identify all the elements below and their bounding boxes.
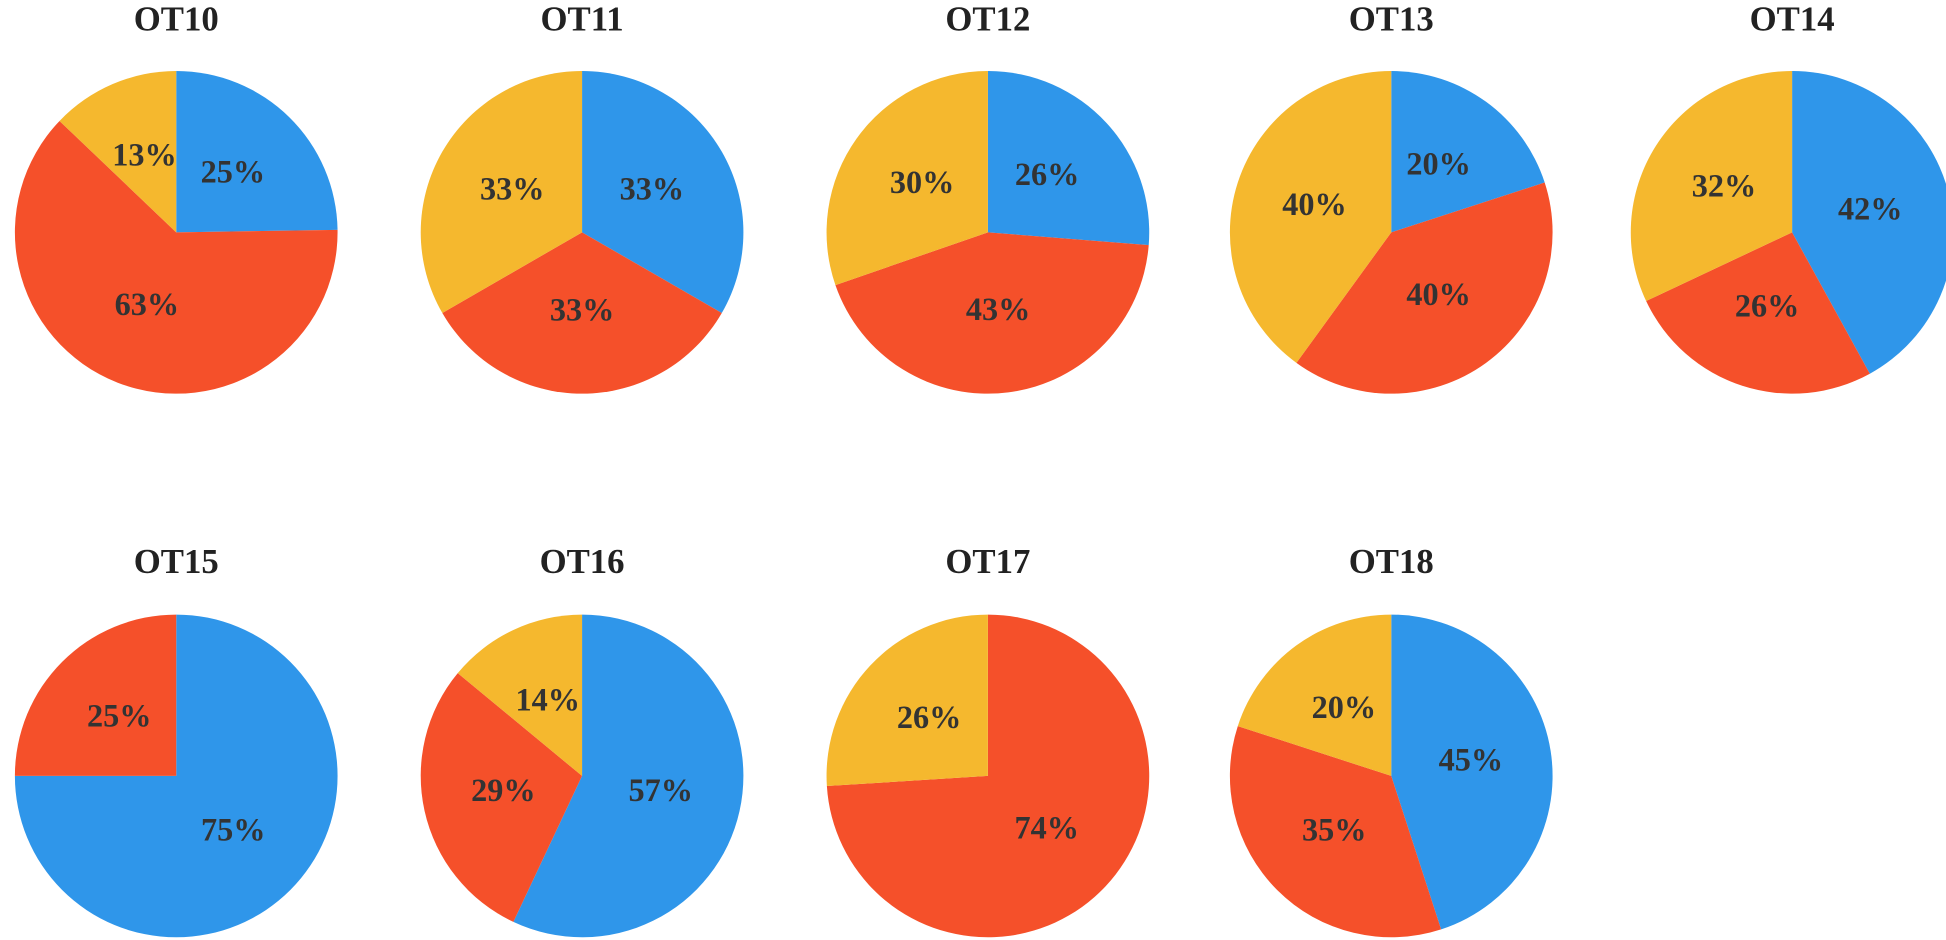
slice-label: 45% xyxy=(1439,742,1504,778)
pie-slice xyxy=(1237,614,1392,776)
pie-slice xyxy=(987,70,1150,246)
pie-slice xyxy=(826,614,1150,938)
pie-slice xyxy=(1296,182,1553,394)
chart-title: OT16 xyxy=(540,542,625,581)
pie-slice xyxy=(1229,70,1392,363)
pie-slice xyxy=(420,70,583,314)
pie-slice xyxy=(1646,232,1870,394)
pie-slice xyxy=(420,673,583,922)
slice-label: 75% xyxy=(201,811,266,847)
slice-label: 42% xyxy=(1838,191,1902,227)
pie-slice xyxy=(14,120,338,394)
slice-label: 33% xyxy=(480,170,545,206)
pie-slice xyxy=(1630,70,1793,302)
pie-slice xyxy=(1792,70,1946,374)
pie-slice xyxy=(442,232,722,394)
slice-label: 32% xyxy=(1692,168,1757,204)
slice-label: 29% xyxy=(471,772,536,808)
pie-slice xyxy=(176,70,338,233)
slice-label: 26% xyxy=(1735,287,1799,323)
pie-slice xyxy=(835,232,1149,394)
pie-slice xyxy=(582,70,744,314)
slice-label: 26% xyxy=(897,699,961,735)
slice-label: 20% xyxy=(1312,689,1376,725)
slice-label: 20% xyxy=(1406,145,1470,181)
slice-label: 13% xyxy=(112,137,177,173)
slice-label: 35% xyxy=(1302,811,1366,847)
slice-label: 57% xyxy=(629,772,693,808)
chart-title: OT12 xyxy=(945,0,1030,39)
slice-label: 25% xyxy=(201,153,266,189)
chart-title: OT10 xyxy=(134,0,219,39)
pie-slice xyxy=(513,614,744,938)
slice-label: 33% xyxy=(620,170,685,206)
slice-label: 63% xyxy=(115,286,180,322)
slice-label: 40% xyxy=(1406,276,1470,312)
pie-slice xyxy=(826,70,988,286)
slice-label: 25% xyxy=(87,697,152,733)
chart-title: OT15 xyxy=(134,542,219,581)
chart-title: OT14 xyxy=(1750,0,1835,39)
pie-slice xyxy=(1391,70,1545,233)
slice-label: 33% xyxy=(550,291,615,327)
chart-title: OT17 xyxy=(945,542,1030,581)
slice-label: 30% xyxy=(890,164,955,200)
chart-title: OT11 xyxy=(541,0,624,39)
chart-title: OT13 xyxy=(1349,0,1434,39)
pie-slice xyxy=(14,614,177,776)
pie-slice xyxy=(826,614,988,787)
slice-label: 43% xyxy=(966,291,1030,327)
pie-slice xyxy=(59,70,177,233)
chart-title: OT18 xyxy=(1349,542,1434,581)
pie-slice xyxy=(1391,614,1553,930)
slice-label: 14% xyxy=(515,681,580,717)
pie-slice xyxy=(1229,726,1442,938)
pie-slice xyxy=(457,614,583,776)
slice-label: 26% xyxy=(1015,156,1079,192)
slice-label: 40% xyxy=(1282,186,1347,222)
slice-label: 74% xyxy=(1014,810,1079,846)
